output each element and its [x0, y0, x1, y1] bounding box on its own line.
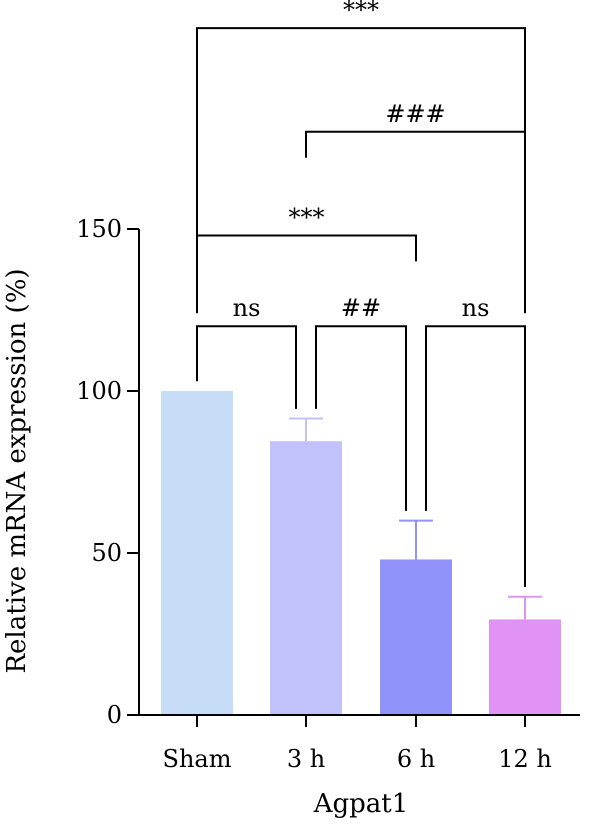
- x-tick-label-3: 12 h: [498, 745, 552, 773]
- x-tick-label-2: 6 h: [397, 745, 435, 773]
- x-tick-label-1: 3 h: [287, 745, 325, 773]
- x-tick-label-0: Sham: [163, 745, 232, 773]
- bar-0: [161, 391, 233, 715]
- significance-label-2: ns: [462, 294, 490, 322]
- bar-3: [489, 619, 561, 715]
- significance-label-3: ***: [289, 203, 325, 231]
- significance-label-0: ns: [233, 294, 261, 322]
- bar-1: [270, 441, 342, 715]
- significance-bracket-1: [315, 325, 407, 511]
- significance-bracket-5: [196, 27, 526, 314]
- y-ticks-layer: 0 50 100 150: [76, 215, 139, 729]
- y-tick-label-3: 150: [76, 215, 122, 243]
- significance-layer: ns ## ns *** ### ***: [196, 0, 526, 588]
- significance-bracket-3: [196, 234, 417, 262]
- bar-2: [380, 559, 452, 715]
- y-tick-label-0: 0: [107, 701, 122, 729]
- significance-bracket-2: [425, 325, 526, 588]
- y-axis-title: Relative mRNA expression (%): [2, 268, 32, 673]
- x-axis-title: Agpat1: [313, 789, 409, 819]
- significance-label-4: ###: [385, 100, 445, 128]
- bars-layer: [161, 391, 561, 715]
- y-tick-label-2: 100: [76, 377, 122, 405]
- significance-label-1: ##: [341, 294, 381, 322]
- y-tick-label-1: 50: [91, 539, 122, 567]
- axes-layer: [138, 229, 580, 716]
- significance-bracket-0: [196, 325, 297, 409]
- error-bars-layer: [289, 417, 542, 620]
- x-ticks-layer: Sham 3 h 6 h 12 h: [163, 715, 552, 773]
- significance-label-5: ***: [343, 0, 379, 24]
- significance-bracket-4: [305, 130, 526, 158]
